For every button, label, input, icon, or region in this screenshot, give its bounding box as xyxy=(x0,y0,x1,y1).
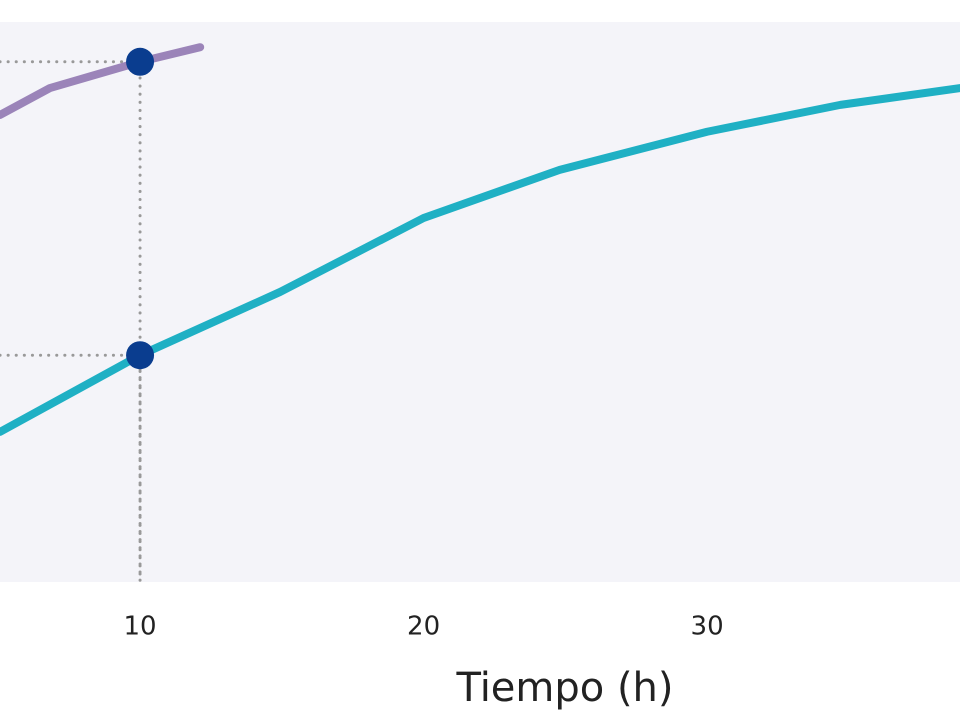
series-line xyxy=(0,84,960,436)
x-tick-label: 10 xyxy=(124,612,157,642)
x-axis-label: Tiempo (h) xyxy=(455,665,673,711)
marker xyxy=(126,47,155,76)
x-tick-label: 30 xyxy=(691,612,724,642)
series-line xyxy=(0,43,205,119)
marker xyxy=(126,341,155,370)
x-tick-label: 20 xyxy=(407,612,440,642)
